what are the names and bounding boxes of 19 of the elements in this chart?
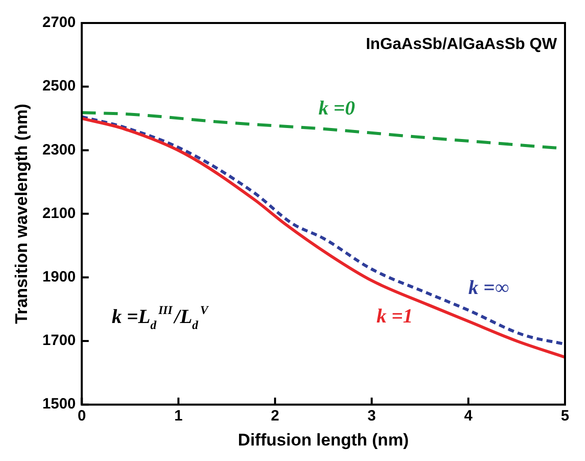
x-tick-label: 5	[560, 408, 570, 425]
series-label: k =∞	[468, 277, 510, 300]
y-tick-label: 1500	[42, 396, 76, 413]
x-tick-label: 1	[174, 408, 183, 425]
x-tick-label: 4	[464, 408, 474, 425]
annotation: InGaAsSb/AlGaAsSb QW	[366, 36, 558, 53]
x-axis-title: Diffusion length (nm)	[238, 430, 409, 450]
x-tick-label: 3	[368, 408, 376, 425]
series-label: k =1	[376, 306, 413, 328]
y-tick-label: 1900	[42, 268, 76, 286]
y-tick-label: 2100	[42, 204, 76, 222]
y-axis-title: Transition wavelength (nm)	[12, 104, 31, 324]
y-tick-label: 2500	[42, 78, 76, 95]
series-label: k =0	[318, 98, 355, 120]
x-tick-label: 0	[78, 408, 86, 425]
y-tick-label: 2300	[42, 141, 76, 158]
y-tick-label: 2700	[42, 14, 76, 32]
x-tick-label: 2	[270, 408, 280, 425]
y-tick-label: 1700	[42, 332, 76, 350]
